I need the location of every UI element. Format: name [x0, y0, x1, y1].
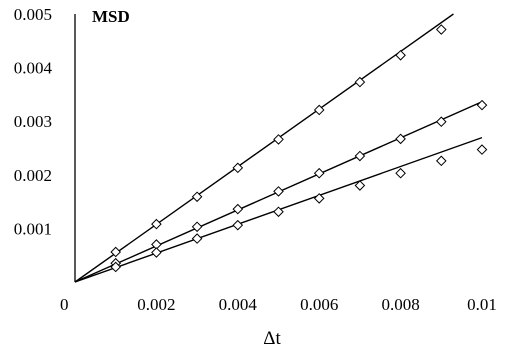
- y-tick-label: 0.004: [14, 59, 53, 78]
- data-point-diamond: [273, 206, 284, 218]
- data-point-diamond: [232, 219, 244, 231]
- data-point-diamond: [395, 49, 406, 61]
- fit-line-1: [74, 13, 454, 283]
- data-point-diamond: [313, 193, 325, 204]
- data-point-diamond: [232, 162, 244, 174]
- data-point-diamond: [110, 246, 122, 258]
- data-point-diamond: [110, 261, 122, 273]
- data-point-diamond: [435, 24, 447, 35]
- data-point-diamond: [151, 218, 162, 230]
- chart-title: MSD: [92, 7, 130, 26]
- x-axis-label: Δt: [263, 328, 281, 349]
- data-point-diamond: [395, 167, 406, 179]
- data-point-diamond: [476, 99, 488, 111]
- data-point-diamond: [273, 134, 284, 145]
- x-tick-label: 0.004: [219, 295, 258, 314]
- data-point-diamond: [354, 180, 366, 191]
- data-point-diamond: [354, 76, 366, 88]
- y-tick-label: 0.002: [14, 166, 52, 185]
- data-point-diamond: [191, 191, 203, 203]
- origin-label: 0: [60, 295, 69, 314]
- data-point-diamond: [191, 221, 203, 233]
- data-point-diamond: [313, 104, 325, 116]
- data-point-diamond: [435, 155, 447, 167]
- y-tick-label: 0.001: [14, 219, 52, 238]
- data-point-diamond: [313, 167, 325, 179]
- data-point-diamond: [435, 116, 447, 128]
- data-point-diamond: [151, 247, 162, 258]
- x-tick-label: 0.01: [467, 295, 497, 314]
- data-point-diamond: [354, 150, 366, 162]
- x-tick-label: 0.006: [300, 295, 338, 314]
- data-point-diamond: [273, 186, 284, 197]
- data-point-diamond: [191, 233, 203, 244]
- y-tick-label: 0.003: [14, 112, 52, 131]
- data-markers: [110, 24, 488, 273]
- x-tick-label: 0.002: [137, 295, 175, 314]
- data-point-diamond: [476, 144, 488, 155]
- x-tick-labels: 0.002 0.004 0.006 0.008 0.01: [137, 295, 497, 314]
- data-point-diamond: [232, 203, 244, 215]
- y-tick-labels: 0.001 0.002 0.003 0.004 0.005: [14, 5, 53, 238]
- x-tick-label: 0.008: [381, 295, 419, 314]
- data-point-diamond: [395, 133, 406, 145]
- fit-lines: [74, 13, 483, 283]
- y-tick-label: 0.005: [14, 5, 52, 24]
